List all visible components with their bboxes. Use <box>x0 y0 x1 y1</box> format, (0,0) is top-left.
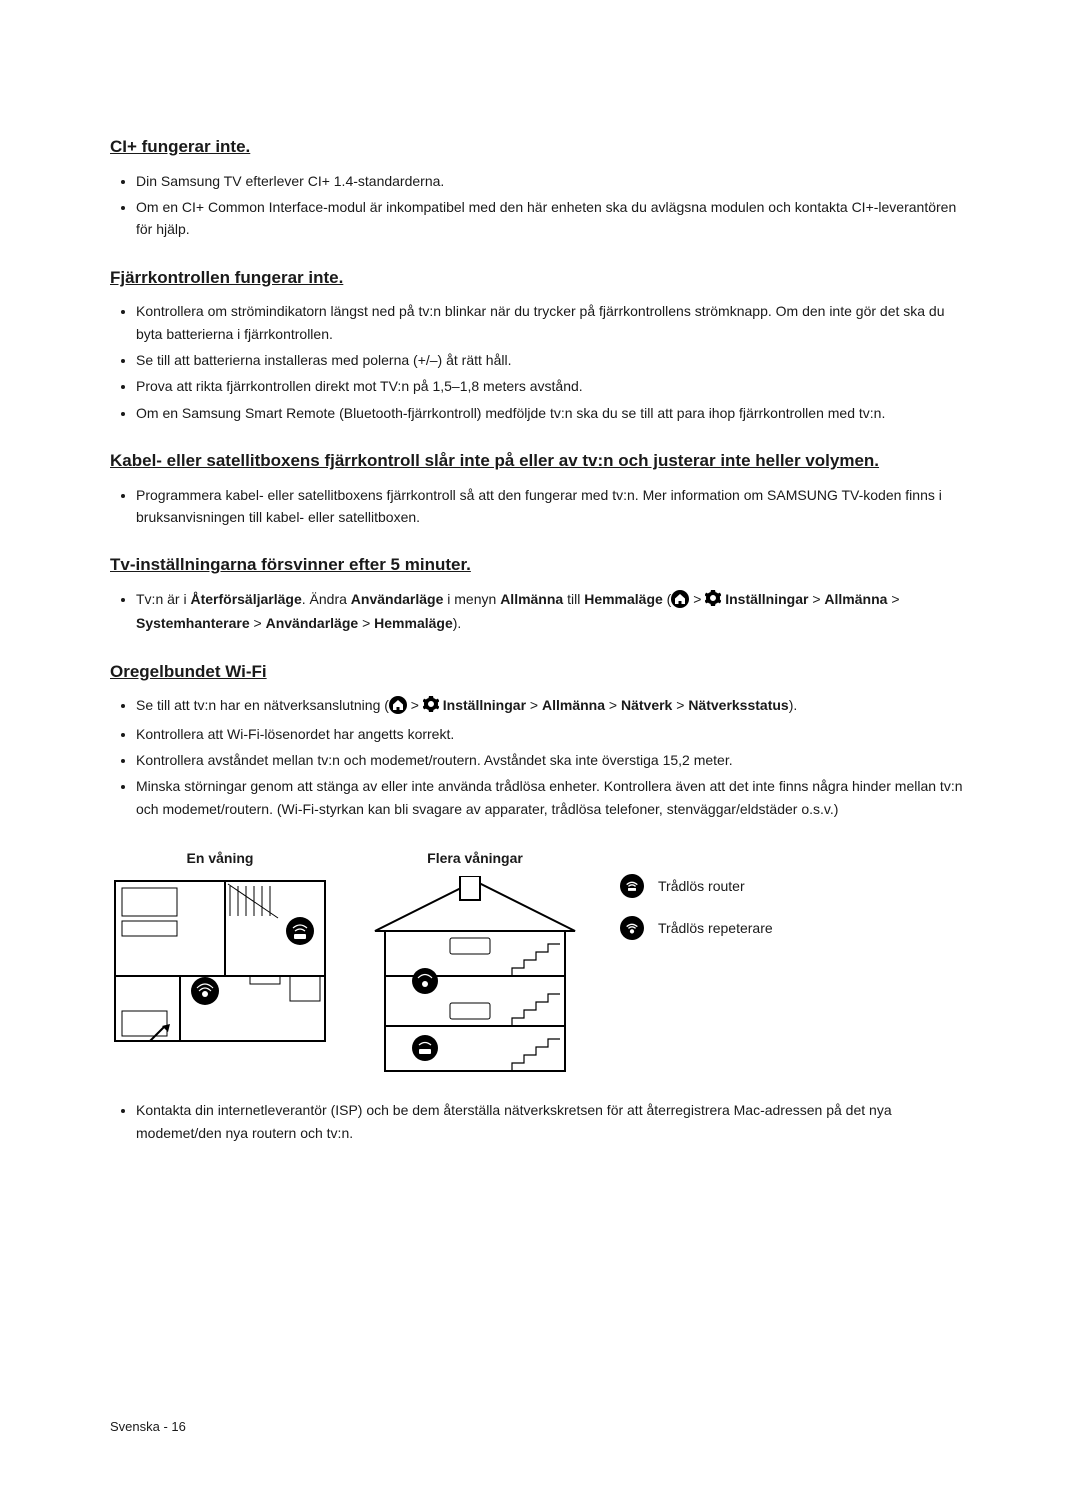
diagram-single-floor: En våning <box>110 850 330 1049</box>
list-item: Kontakta din internetleverantör (ISP) oc… <box>136 1099 970 1144</box>
floorplan-icon <box>110 876 330 1046</box>
router-icon <box>620 874 644 898</box>
text: . Ändra <box>302 591 351 607</box>
list-item: Programmera kabel- eller satellitboxens … <box>136 484 970 529</box>
text: > <box>605 697 621 713</box>
bold-text: Nätverksstatus <box>688 697 788 713</box>
page-footer: Svenska - 16 <box>110 1419 186 1434</box>
diagram-title: Flera våningar <box>370 850 580 866</box>
diagram-legend: Trådlös router Trådlös repeterare <box>620 874 773 940</box>
bold-text: Inställningar <box>725 591 808 607</box>
bold-text: Allmänna <box>542 697 605 713</box>
bold-text: Allmänna <box>500 591 563 607</box>
bold-text: Återförsäljarläge <box>190 591 301 607</box>
section-heading: CI+ fungerar inte. <box>110 134 970 160</box>
legend-router: Trådlös router <box>620 874 773 898</box>
bold-text: Användarläge <box>266 615 359 631</box>
diagram-row: En våning <box>110 850 970 1079</box>
home-icon <box>671 590 689 608</box>
section-cablebox: Kabel- eller satellitboxens fjärrkontrol… <box>110 448 970 528</box>
legend-repeater: Trådlös repeterare <box>620 916 773 940</box>
text: > <box>672 697 688 713</box>
home-icon <box>389 696 407 714</box>
bullet-list: Kontakta din internetleverantör (ISP) oc… <box>110 1099 970 1144</box>
text: ). <box>453 615 462 631</box>
list-item: Tv:n är i Återförsäljarläge. Ändra Använ… <box>136 588 970 635</box>
section-heading: Fjärrkontrollen fungerar inte. <box>110 265 970 291</box>
list-item: Minska störningar genom att stänga av el… <box>136 775 970 820</box>
text: > <box>689 591 705 607</box>
bullet-list: Kontrollera om strömindikatorn längst ne… <box>110 300 970 424</box>
text: > <box>887 591 899 607</box>
bullet-list: Se till att tv:n har en nätverksanslutni… <box>110 694 970 820</box>
bullet-list: Tv:n är i Återförsäljarläge. Ändra Använ… <box>110 588 970 635</box>
bold-text: Hemmaläge <box>584 591 663 607</box>
text: > <box>526 697 542 713</box>
section-settings: Tv-inställningarna försvinner efter 5 mi… <box>110 552 970 634</box>
list-item: Prova att rikta fjärrkontrollen direkt m… <box>136 375 970 397</box>
text: > <box>250 615 266 631</box>
text: > <box>407 697 423 713</box>
document-page: CI+ fungerar inte. Din Samsung TV efterl… <box>0 0 1080 1494</box>
text: Tv:n är i <box>136 591 190 607</box>
bullet-list: Programmera kabel- eller satellitboxens … <box>110 484 970 529</box>
text: till <box>563 591 584 607</box>
legend-label: Trådlös router <box>658 878 745 894</box>
list-item: Kontrollera om strömindikatorn längst ne… <box>136 300 970 345</box>
repeater-icon <box>620 916 644 940</box>
list-item: Om en CI+ Common Interface-modul är inko… <box>136 196 970 241</box>
text: i menyn <box>443 591 500 607</box>
house-section-icon <box>370 876 580 1076</box>
gear-icon <box>705 590 721 612</box>
bold-text: Nätverk <box>621 697 672 713</box>
bold-text: Hemmaläge <box>374 615 453 631</box>
bold-text: Allmänna <box>824 591 887 607</box>
list-item: Din Samsung TV efterlever CI+ 1.4-standa… <box>136 170 970 192</box>
section-ci: CI+ fungerar inte. Din Samsung TV efterl… <box>110 134 970 241</box>
list-item: Om en Samsung Smart Remote (Bluetooth-fj… <box>136 402 970 424</box>
list-item: Kontrollera att Wi-Fi-lösenordet har ang… <box>136 723 970 745</box>
legend-label: Trådlös repeterare <box>658 920 773 936</box>
list-item: Kontrollera avståndet mellan tv:n och mo… <box>136 749 970 771</box>
list-item: Se till att tv:n har en nätverksanslutni… <box>136 694 970 718</box>
text: ). <box>789 697 798 713</box>
diagram-title: En våning <box>110 850 330 866</box>
section-heading: Oregelbundet Wi-Fi <box>110 659 970 685</box>
bold-text: Inställningar <box>443 697 526 713</box>
text: ( <box>663 591 672 607</box>
bold-text: Systemhanterare <box>136 615 250 631</box>
text: Se till att tv:n har en nätverksanslutni… <box>136 697 389 713</box>
text: > <box>808 591 824 607</box>
section-wifi: Oregelbundet Wi-Fi Se till att tv:n har … <box>110 659 970 1144</box>
bullet-list: Din Samsung TV efterlever CI+ 1.4-standa… <box>110 170 970 241</box>
section-heading: Kabel- eller satellitboxens fjärrkontrol… <box>110 448 970 474</box>
bold-text: Användarläge <box>351 591 444 607</box>
list-item: Se till att batterierna installeras med … <box>136 349 970 371</box>
text: > <box>358 615 374 631</box>
section-heading: Tv-inställningarna försvinner efter 5 mi… <box>110 552 970 578</box>
diagram-multi-floor: Flera våningar <box>370 850 580 1079</box>
section-remote: Fjärrkontrollen fungerar inte. Kontrolle… <box>110 265 970 424</box>
gear-icon <box>423 696 439 718</box>
